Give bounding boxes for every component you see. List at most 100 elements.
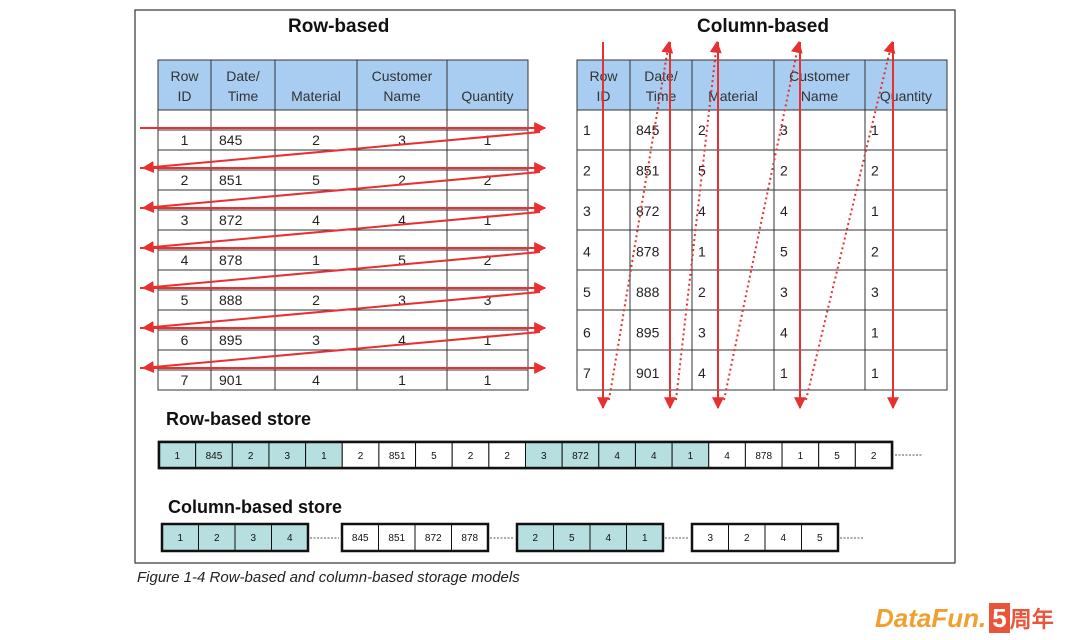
table-cell: 7	[181, 372, 189, 388]
table-cell: 6	[583, 325, 591, 341]
table-cell: 2	[484, 172, 492, 188]
table-cell: 2	[312, 132, 320, 148]
table-cell: 3	[698, 325, 706, 341]
table-cell: 3	[181, 212, 189, 228]
row-store-value: 1	[798, 451, 804, 462]
table-cell: 1	[871, 122, 879, 138]
column-store-value: 845	[352, 533, 369, 544]
row-store-value: 2	[871, 451, 877, 462]
table-cell: 4	[312, 212, 320, 228]
row-store-value: 4	[614, 451, 620, 462]
table-cell: 2	[780, 163, 788, 179]
table-cell: 2	[871, 163, 879, 179]
row-store-value: 4	[724, 451, 730, 462]
table-cell: 4	[698, 203, 706, 219]
table-cell: 872	[219, 212, 243, 228]
row-return-arrow	[141, 171, 541, 214]
table-cell: 4	[780, 325, 788, 341]
table-cell: 1	[484, 132, 492, 148]
column-store-value: 4	[780, 533, 786, 544]
column-store-cell	[161, 523, 199, 552]
column-store-value: 2	[532, 533, 538, 544]
column-store-value: 5	[569, 533, 575, 544]
table-cell: 4	[583, 244, 591, 260]
table-cell: 7	[583, 365, 591, 381]
table-cell: 2	[312, 292, 320, 308]
column-store-title: Column-based store	[168, 497, 343, 517]
column-store-value: 2	[214, 533, 220, 544]
header-cell-text: Quantity	[461, 88, 513, 104]
table-cell: 4	[698, 365, 706, 381]
column-store-value: 3	[250, 533, 256, 544]
header-cell-text: Date/	[644, 68, 678, 84]
row-return-arrow	[141, 331, 541, 374]
header-cell-text: Time	[228, 88, 259, 104]
table-cell: 1	[871, 203, 879, 219]
row-store-value: 1	[175, 451, 181, 462]
column-store-value: 872	[425, 533, 442, 544]
column-store-cell	[378, 523, 416, 552]
table-cell: 5	[583, 284, 591, 300]
table-cell: 1	[484, 212, 492, 228]
figure-caption: Figure 1-4 Row-based and column-based st…	[137, 569, 520, 586]
row-store-title: Row-based store	[166, 409, 312, 429]
table-cell: 5	[181, 292, 189, 308]
row-store-value: 845	[206, 451, 223, 462]
table-cell: 2	[583, 163, 591, 179]
row-return-arrow	[141, 291, 541, 334]
column-store-cell	[234, 523, 272, 552]
table-cell: 3	[398, 292, 406, 308]
header-cell-text: Quantity	[880, 88, 932, 104]
table-cell: 3	[871, 284, 879, 300]
column-store-value: 1	[642, 533, 648, 544]
row-store-value: 1	[321, 451, 327, 462]
table-cell: 4	[181, 252, 189, 268]
column-store-cell	[589, 523, 627, 552]
row-store-value: 5	[431, 451, 437, 462]
table-cell: 888	[219, 292, 243, 308]
row-store-value: 878	[755, 451, 772, 462]
header-cell-text: ID	[178, 88, 192, 104]
row-store-cell	[561, 441, 600, 469]
table-cell: 845	[219, 132, 243, 148]
row-store-value: 2	[468, 451, 474, 462]
row-return-arrow	[141, 251, 541, 294]
column-store-cell	[626, 523, 664, 552]
row-return-arrow	[141, 131, 541, 174]
column-store-group	[690, 522, 840, 553]
table-cell: 4	[780, 203, 788, 219]
table-cell: 2	[698, 122, 706, 138]
table-cell: 895	[219, 332, 243, 348]
table-cell: 1	[312, 252, 320, 268]
table-cell: 1	[780, 365, 788, 381]
header-cell-text: Customer	[372, 68, 433, 84]
row-store-value: 2	[504, 451, 510, 462]
datafun-logo: DataFun. 5 周年	[875, 603, 1054, 633]
column-return-arrow	[675, 40, 722, 401]
row-store-value: 2	[358, 451, 364, 462]
table-cell: 3	[312, 332, 320, 348]
table-cell: 2	[698, 284, 706, 300]
header-cell-text: Date/	[226, 68, 260, 84]
row-store-cell	[598, 441, 636, 469]
header-cell-text: Name	[383, 88, 421, 104]
table-cell: 2	[871, 244, 879, 260]
column-store-group	[160, 522, 310, 553]
column-store-group	[515, 522, 665, 553]
row-based-title: Row-based	[288, 16, 390, 37]
column-store-value: 2	[744, 533, 750, 544]
column-table-body	[576, 109, 948, 391]
table-cell: 888	[636, 284, 660, 300]
table-cell: 845	[636, 122, 660, 138]
table-cell: 878	[219, 252, 243, 268]
table-cell: 1	[484, 372, 492, 388]
column-store-value: 4	[287, 533, 293, 544]
column-return-arrow	[608, 40, 674, 401]
row-table-header	[157, 59, 529, 111]
table-cell: 1	[698, 244, 706, 260]
column-based-title: Column-based	[697, 16, 829, 37]
column-store-value: 878	[461, 533, 478, 544]
column-store-value: 5	[817, 533, 823, 544]
column-store-cell	[341, 523, 379, 552]
